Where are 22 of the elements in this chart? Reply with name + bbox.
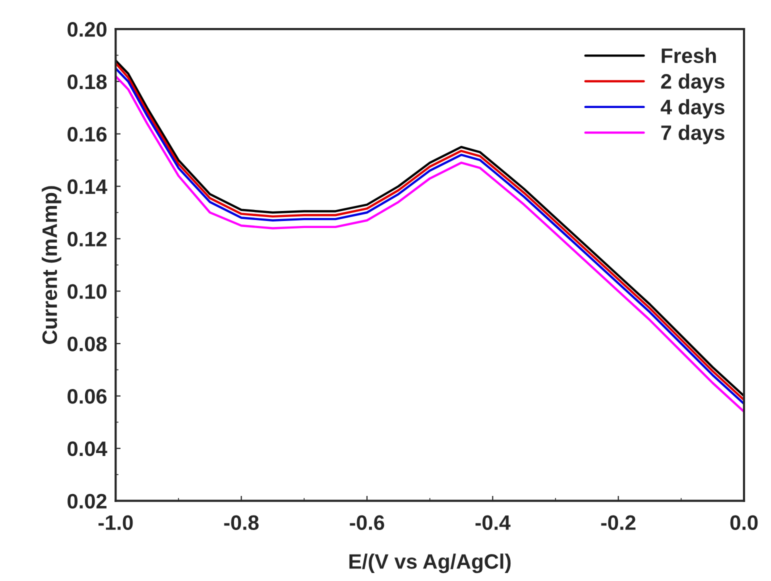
x-tick-label: -0.2	[601, 515, 636, 530]
x-tick-label: -0.4	[476, 515, 511, 530]
legend-label: Fresh	[662, 48, 716, 64]
legend-label: 7 days	[661, 124, 724, 144]
x-tick-label: -0.8	[224, 515, 259, 530]
y-axis-title: Current (mAmp)	[42, 186, 62, 344]
y-tick-label: 0.02	[68, 494, 106, 509]
y-tick-label: 0.12	[68, 232, 106, 246]
x-axis-title: E/(V vs Ag/AgCl)	[349, 554, 511, 574]
y-tick-label: 0.04	[68, 441, 108, 456]
legend-label: 4 days	[660, 99, 724, 119]
y-tick-label: 0.06	[68, 388, 107, 404]
y-tick-label: 0.20	[68, 22, 106, 37]
x-tick-label: -0.6	[350, 515, 384, 530]
y-tick-label: 0.14	[68, 179, 108, 194]
y-tick-label: 0.08	[68, 336, 107, 352]
y-tick-label: 0.16	[68, 126, 107, 142]
y-tick-label: 0.18	[68, 74, 107, 90]
x-tick-label: -1.0	[98, 515, 133, 530]
legend-label: 2 days	[661, 73, 724, 93]
y-tick-label: 0.10	[68, 284, 106, 299]
x-tick-label: 0.0	[730, 515, 758, 530]
